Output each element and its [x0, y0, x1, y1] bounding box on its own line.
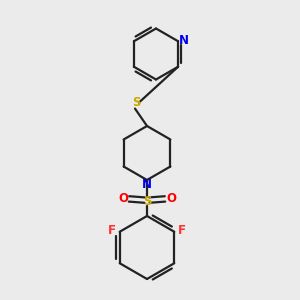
Text: S: S [143, 195, 151, 208]
Text: F: F [108, 224, 116, 237]
Text: N: N [141, 178, 152, 191]
Text: N: N [178, 34, 188, 47]
Text: O: O [166, 191, 176, 205]
Text: S: S [132, 95, 141, 109]
Text: O: O [118, 191, 128, 205]
Text: F: F [178, 224, 186, 237]
